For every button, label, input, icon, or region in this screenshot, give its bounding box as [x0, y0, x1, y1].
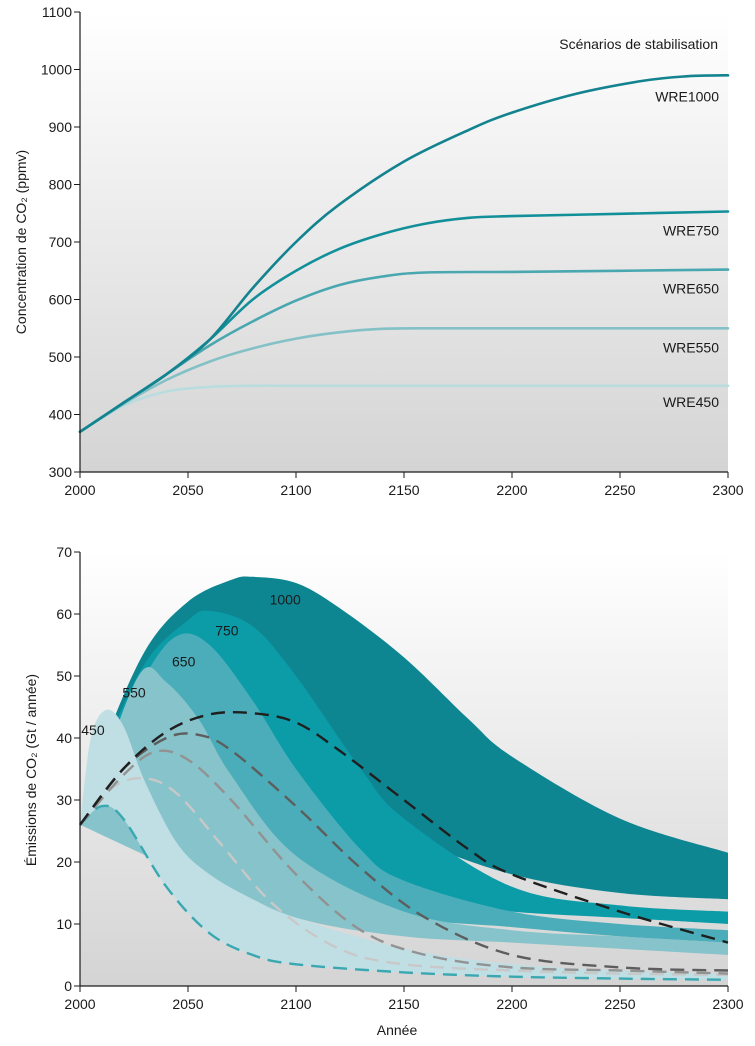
concentration-plot-background: [80, 12, 728, 472]
band-label-1000: 1000: [270, 592, 301, 608]
concentration-y-tick-label: 800: [49, 177, 73, 193]
series-label-wre1000: WRE1000: [655, 88, 719, 104]
band-450: [80, 709, 728, 980]
concentration-y-tick-label: 300: [49, 464, 73, 480]
band-label-650: 650: [172, 654, 196, 670]
concentration-x-tick-label: 2100: [280, 482, 311, 498]
emissions-ticks: 2000 2050 2100 2150 2200 2250 2300 0 10 20 30 40 50 6…: [56, 544, 743, 1012]
concentration-legend-title: Scénarios de stabilisation: [559, 36, 718, 52]
emissions-band-labels: 1000 750 650 550 450: [81, 592, 301, 738]
emissions-y-tick-label: 60: [56, 606, 72, 622]
concentration-y-tick-label: 400: [49, 407, 73, 423]
dashed-series-4: [79, 804, 729, 981]
concentration-ticks: 2000 2050 2100 2150 2200 2250 2300 300 400 500 600…: [41, 4, 744, 498]
concentration-y-tick-label: 600: [49, 292, 73, 308]
concentration-series-labels: WRE1000 WRE750 WRE650 WRE550 WRE450: [655, 88, 719, 410]
emissions-y-tick-label: 40: [56, 730, 72, 746]
emissions-dashed-group: [79, 710, 729, 981]
emissions-x-axis-title: Année: [377, 1022, 418, 1038]
concentration-y-tick-label: 700: [49, 234, 73, 250]
emissions-x-tick-label: 2050: [172, 996, 203, 1012]
emissions-y-tick-label: 0: [64, 978, 72, 994]
emissions-y-axis-title: Émissions de CO₂ (Gt / année): [23, 674, 39, 866]
emissions-bands-group: [80, 576, 728, 980]
emissions-y-tick-label: 70: [56, 544, 72, 560]
band-label-550: 550: [122, 685, 146, 701]
series-label-wre750: WRE750: [663, 223, 719, 239]
emissions-x-tick-label: 2300: [712, 996, 743, 1012]
series-label-wre550: WRE550: [663, 339, 719, 355]
concentration-y-tick-label: 900: [49, 119, 73, 135]
emissions-x-tick-label: 2250: [604, 996, 635, 1012]
band-label-450: 450: [81, 722, 105, 738]
concentration-x-tick-label: 2300: [712, 482, 743, 498]
emissions-x-tick-label: 2200: [496, 996, 527, 1012]
concentration-x-tick-label: 2050: [172, 482, 203, 498]
concentration-y-axis-title: Concentration de CO₂ (ppmv): [13, 150, 29, 334]
series-label-wre450: WRE450: [663, 394, 719, 410]
emissions-y-tick-label: 10: [56, 916, 72, 932]
concentration-series-group: [78, 74, 730, 434]
dashed-series-1: [79, 732, 729, 972]
band-550: [80, 667, 728, 955]
series-line-wre550: [78, 326, 730, 434]
series-line-wre450: [78, 384, 730, 434]
series-line-wre1000: [78, 74, 730, 434]
band-label-750: 750: [215, 623, 239, 639]
concentration-y-tick-label: 1100: [42, 4, 72, 20]
concentration-y-tick-label: 1000: [41, 62, 72, 78]
emissions-x-tick-label: 2150: [388, 996, 419, 1012]
dashed-series-0: [79, 710, 729, 944]
concentration-x-tick-label: 2250: [604, 482, 635, 498]
emissions-y-tick-label: 30: [56, 792, 72, 808]
emissions-y-tick-label: 20: [56, 854, 72, 870]
emissions-y-tick-label: 50: [56, 668, 72, 684]
concentration-chart: WRE1000 WRE750 WRE650 WRE550 WRE450 2000 2050…: [13, 4, 744, 498]
concentration-y-tick-label: 500: [49, 349, 73, 365]
dashed-series-2: [79, 749, 729, 975]
series-label-wre650: WRE650: [663, 281, 719, 297]
concentration-x-tick-label: 2150: [388, 482, 419, 498]
dashed-series-3: [79, 776, 729, 976]
concentration-x-tick-label: 2000: [64, 482, 95, 498]
concentration-x-tick-label: 2200: [496, 482, 527, 498]
emissions-x-tick-label: 2100: [280, 996, 311, 1012]
emissions-x-tick-label: 2000: [64, 996, 95, 1012]
